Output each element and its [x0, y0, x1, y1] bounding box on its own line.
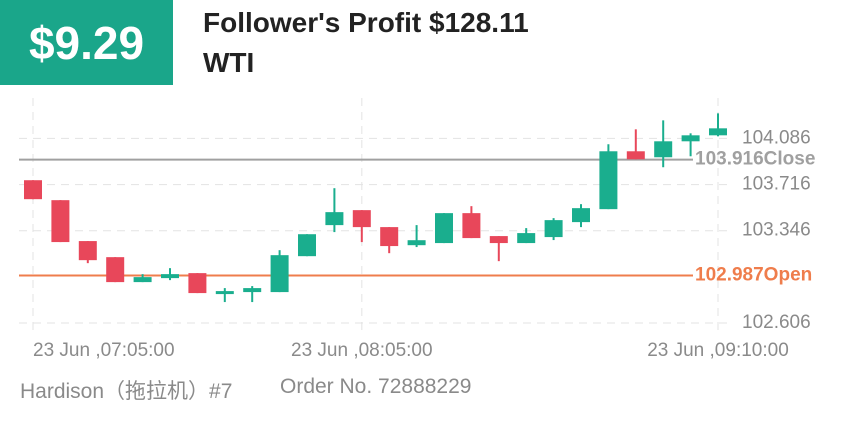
symbol: WTI: [203, 47, 255, 78]
candle-body: [544, 220, 563, 238]
profit-title: Follower's Profit $128.11: [203, 7, 529, 38]
y-tick-label: 103.346: [742, 220, 811, 241]
reference-label: 103.916Close: [695, 149, 815, 170]
candle-body: [709, 128, 727, 136]
candle-body: [489, 236, 508, 244]
candle-body: [681, 135, 700, 142]
candle-body: [161, 274, 179, 279]
candle-body: [599, 151, 618, 210]
candle-body: [243, 288, 262, 293]
x-tick-label: 23 Jun ,07:05:00: [33, 340, 175, 361]
candle-body: [352, 210, 371, 228]
y-tick-label: 103.716: [742, 174, 811, 195]
candle-body: [325, 212, 344, 226]
candle-body: [106, 257, 125, 283]
candle-body: [133, 277, 152, 283]
y-tick-label: 102.606: [742, 312, 811, 333]
candle-body: [407, 240, 426, 246]
candle-body: [215, 291, 234, 295]
candle-body: [24, 180, 42, 200]
candle-body: [380, 227, 399, 247]
trader-name: Hardison（拖拉机）#7: [20, 380, 233, 403]
candle-body: [270, 255, 289, 293]
x-tick-label: 23 Jun ,08:05:00: [291, 340, 433, 361]
order-number: Order No. 72888229: [280, 375, 472, 398]
candle-body: [78, 241, 97, 261]
candle-body: [626, 151, 645, 160]
candle-body: [188, 273, 207, 294]
candle-body: [654, 141, 673, 158]
x-tick-label: 23 Jun ,09:10:00: [647, 340, 789, 361]
candle-body: [462, 213, 481, 239]
candle-body: [298, 234, 316, 257]
candle-body: [51, 200, 70, 243]
chart: 102.606 103.346 103.716 104.086 23 Jun ,07:0…: [19, 98, 815, 361]
candle-body: [435, 213, 453, 244]
reference-label: 102.987Open: [695, 265, 812, 286]
candle-body: [517, 233, 536, 244]
candle-body: [572, 208, 590, 223]
profit-badge: $9.29: [0, 0, 173, 85]
y-tick-label: 104.086: [742, 127, 811, 148]
